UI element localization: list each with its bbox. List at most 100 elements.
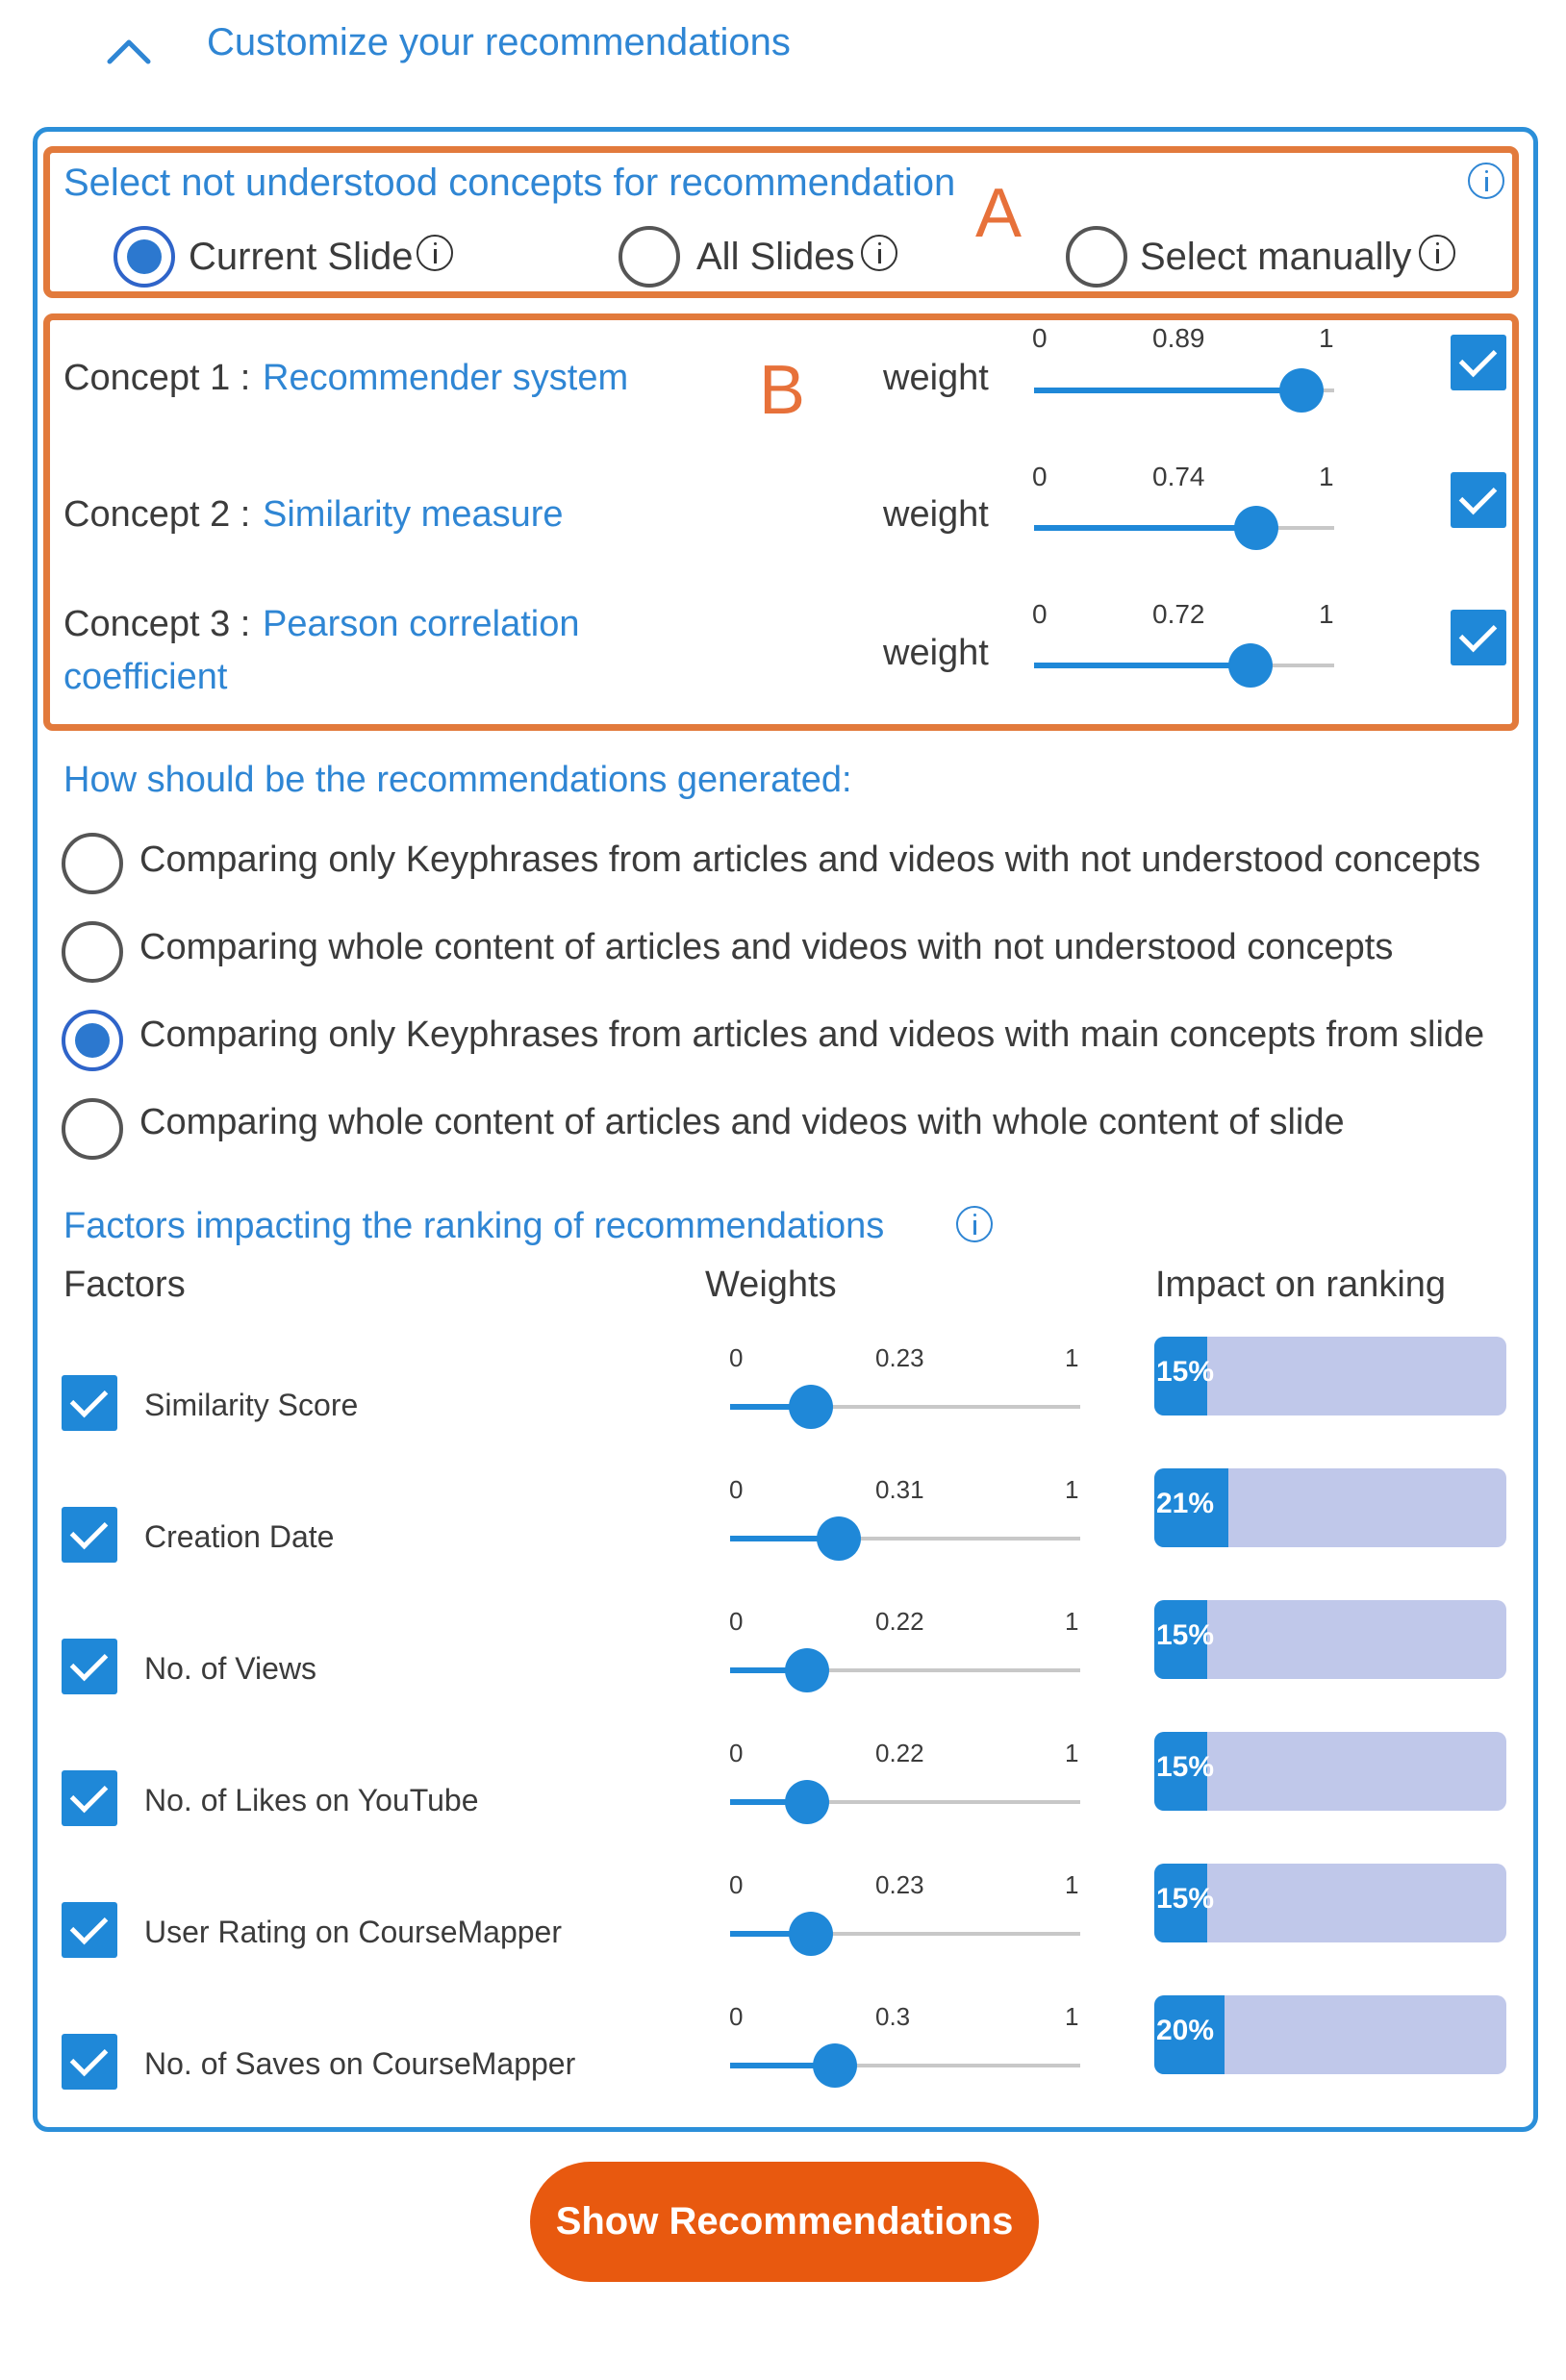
factor-checkbox[interactable] bbox=[62, 1770, 117, 1826]
impact-bar-fill bbox=[1154, 1864, 1207, 1942]
generation-option-label: Comparing only Keyphrases from articles … bbox=[139, 1015, 1485, 1055]
radio-generation-option[interactable] bbox=[62, 1098, 123, 1160]
slider-value-label: 0.72 bbox=[1152, 599, 1205, 629]
concept-checkbox[interactable] bbox=[1451, 610, 1506, 665]
option-label-select-manually: Select manually bbox=[1140, 236, 1412, 278]
info-icon[interactable] bbox=[417, 235, 453, 271]
concept-checkbox[interactable] bbox=[1451, 335, 1506, 390]
radio-generation-option[interactable] bbox=[62, 921, 123, 983]
weight-label: weight bbox=[883, 358, 989, 398]
col-header-impact: Impact on ranking bbox=[1155, 1265, 1447, 1305]
slider-fill bbox=[730, 1536, 839, 1541]
impact-bar-fill bbox=[1154, 1337, 1207, 1415]
factor-weight-slider[interactable] bbox=[730, 2043, 1080, 2088]
slider-value-label: 0.74 bbox=[1152, 462, 1205, 491]
concept-name[interactable]: Recommender system bbox=[263, 358, 629, 398]
info-icon[interactable] bbox=[1419, 235, 1455, 271]
radio-generation-option[interactable] bbox=[62, 1010, 123, 1071]
factor-name: No. of Saves on CourseMapper bbox=[144, 2046, 576, 2081]
header-title[interactable]: Customize your recommendations bbox=[207, 21, 791, 63]
concept-weight-slider[interactable] bbox=[1034, 368, 1334, 413]
slider-thumb[interactable] bbox=[785, 1648, 829, 1692]
slider-value-label: 0.3 bbox=[875, 2002, 911, 2031]
weight-label: weight bbox=[883, 494, 989, 535]
show-recommendations-button[interactable]: Show Recommendations bbox=[530, 2162, 1039, 2282]
impact-bar-fill bbox=[1154, 1995, 1225, 2074]
slider-value-label: 0.31 bbox=[875, 1475, 924, 1504]
radio-generation-option[interactable] bbox=[62, 833, 123, 894]
concept-prefix: Concept 1 : bbox=[63, 358, 251, 398]
col-header-factors: Factors bbox=[63, 1265, 186, 1305]
impact-percent: 15% bbox=[1156, 1883, 1215, 1915]
slider-thumb[interactable] bbox=[1234, 506, 1278, 550]
concept-name[interactable]: Similarity measure bbox=[263, 494, 564, 535]
slider-min-label: 0 bbox=[1032, 323, 1048, 353]
weight-label: weight bbox=[883, 633, 989, 673]
slider-value-label: 0.23 bbox=[875, 1870, 924, 1899]
slider-thumb[interactable] bbox=[1228, 643, 1273, 688]
factor-name: No. of Likes on YouTube bbox=[144, 1783, 479, 1817]
impact-percent: 15% bbox=[1156, 1751, 1215, 1783]
slider-max-label: 1 bbox=[1065, 1739, 1079, 1767]
info-icon[interactable] bbox=[861, 235, 897, 271]
impact-bar: 15% bbox=[1154, 1337, 1506, 1415]
factor-weight-slider[interactable] bbox=[730, 1780, 1080, 1824]
factor-weight-slider[interactable] bbox=[730, 1516, 1080, 1561]
factor-checkbox[interactable] bbox=[62, 1639, 117, 1694]
radio-all-slides[interactable] bbox=[619, 226, 680, 288]
annotation-label-a: A bbox=[975, 175, 1023, 252]
slider-value-label: 0.22 bbox=[875, 1607, 924, 1636]
impact-bar: 15% bbox=[1154, 1732, 1506, 1811]
impact-bar: 21% bbox=[1154, 1468, 1506, 1547]
slider-min-label: 0 bbox=[729, 1343, 744, 1372]
radio-current-slide[interactable] bbox=[114, 226, 175, 288]
factor-weight-slider[interactable] bbox=[730, 1385, 1080, 1429]
slider-min-label: 0 bbox=[729, 1475, 744, 1504]
concept-prefix: Concept 2 : bbox=[63, 494, 251, 535]
impact-bar: 20% bbox=[1154, 1995, 1506, 2074]
concept-checkbox[interactable] bbox=[1451, 472, 1506, 528]
impact-percent: 21% bbox=[1156, 1488, 1215, 1519]
info-icon[interactable] bbox=[956, 1206, 993, 1242]
option-label-current-slide: Current Slide bbox=[189, 236, 414, 278]
slider-fill bbox=[730, 2063, 835, 2068]
slider-fill bbox=[1034, 388, 1301, 393]
settings-card bbox=[33, 127, 1538, 2132]
slider-thumb[interactable] bbox=[817, 1516, 861, 1561]
concept-name[interactable]: Pearson correlation bbox=[263, 604, 580, 644]
factor-weight-slider[interactable] bbox=[730, 1648, 1080, 1692]
slider-fill bbox=[730, 1931, 811, 1937]
factors-title: Factors impacting the ranking of recomme… bbox=[63, 1206, 885, 1246]
slider-thumb[interactable] bbox=[785, 1780, 829, 1824]
factor-checkbox[interactable] bbox=[62, 1902, 117, 1958]
slider-thumb[interactable] bbox=[1279, 368, 1324, 413]
slider-min-label: 0 bbox=[1032, 462, 1048, 491]
concept-name-line2[interactable]: coefficient bbox=[63, 657, 228, 697]
slider-fill bbox=[1034, 525, 1256, 531]
slider-min-label: 0 bbox=[1032, 599, 1048, 629]
factor-weight-slider[interactable] bbox=[730, 1912, 1080, 1956]
impact-bar: 15% bbox=[1154, 1864, 1506, 1942]
annotation-label-b: B bbox=[759, 352, 806, 429]
slider-max-label: 1 bbox=[1319, 462, 1334, 491]
slider-fill bbox=[730, 1799, 807, 1805]
concept-weight-slider[interactable] bbox=[1034, 643, 1334, 688]
impact-bar-fill bbox=[1154, 1732, 1207, 1811]
slider-thumb[interactable] bbox=[789, 1912, 833, 1956]
slider-thumb[interactable] bbox=[789, 1385, 833, 1429]
chevron-up-icon[interactable] bbox=[106, 37, 152, 65]
radio-select-manually[interactable] bbox=[1066, 226, 1127, 288]
annotation-box-a bbox=[43, 146, 1519, 298]
factor-checkbox[interactable] bbox=[62, 1375, 117, 1431]
slider-max-label: 1 bbox=[1065, 1475, 1079, 1504]
slider-max-label: 1 bbox=[1065, 2002, 1079, 2031]
slider-value-label: 0.23 bbox=[875, 1343, 924, 1372]
factor-checkbox[interactable] bbox=[62, 2034, 117, 2090]
slider-thumb[interactable] bbox=[813, 2043, 857, 2088]
factor-checkbox[interactable] bbox=[62, 1507, 117, 1563]
generation-option-label: Comparing whole content of articles and … bbox=[139, 1102, 1345, 1142]
generation-option-label: Comparing whole content of articles and … bbox=[139, 927, 1394, 967]
slider-value-label: 0.22 bbox=[875, 1739, 924, 1767]
concept-weight-slider[interactable] bbox=[1034, 506, 1334, 550]
info-icon[interactable] bbox=[1468, 163, 1504, 199]
